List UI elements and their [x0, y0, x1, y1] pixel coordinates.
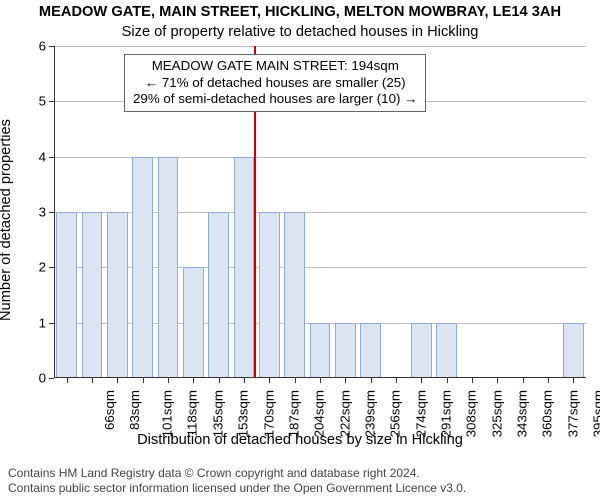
histogram-bar	[335, 323, 356, 378]
x-tick-label: 360sqm	[540, 390, 555, 437]
x-tick-mark	[168, 378, 169, 383]
x-tick-label: 83sqm	[127, 390, 142, 430]
y-axis-line	[54, 46, 55, 378]
x-tick-mark	[219, 378, 220, 383]
x-tick-mark	[497, 378, 498, 383]
histogram-chart: MEADOW GATE, MAIN STREET, HICKLING, MELT…	[0, 0, 600, 500]
footer-line-1: Contains HM Land Registry data © Crown c…	[8, 466, 466, 481]
x-tick-label: 343sqm	[514, 390, 529, 437]
x-tick-label: 170sqm	[261, 390, 276, 437]
x-tick-mark	[143, 378, 144, 383]
x-tick-mark	[472, 378, 473, 383]
histogram-bar	[259, 212, 280, 378]
x-tick-label: 291sqm	[438, 390, 453, 437]
y-tick-label: 1	[0, 315, 46, 330]
x-tick-mark	[345, 378, 346, 383]
x-tick-label: 325sqm	[489, 390, 504, 437]
x-tick-mark	[193, 378, 194, 383]
histogram-bar	[56, 212, 77, 378]
info-box-line3: 29% of semi-detached houses are larger (…	[133, 91, 417, 108]
x-tick-mark	[447, 378, 448, 383]
x-tick-label: 256sqm	[388, 390, 403, 437]
x-tick-label: 395sqm	[590, 390, 600, 437]
y-tick-label: 6	[0, 39, 46, 54]
x-tick-mark	[320, 378, 321, 383]
x-tick-label: 101sqm	[160, 390, 175, 437]
x-tick-label: 274sqm	[413, 390, 428, 437]
histogram-bar	[310, 323, 331, 378]
grid-line	[54, 46, 586, 47]
x-tick-mark	[421, 378, 422, 383]
footer-line-2: Contains public sector information licen…	[8, 481, 466, 496]
histogram-bar	[107, 212, 128, 378]
chart-title-primary: MEADOW GATE, MAIN STREET, HICKLING, MELT…	[0, 4, 600, 20]
histogram-bar	[208, 212, 229, 378]
histogram-bar	[563, 323, 584, 378]
x-tick-mark	[573, 378, 574, 383]
x-tick-mark	[269, 378, 270, 383]
histogram-bar	[132, 157, 153, 378]
x-tick-label: 153sqm	[236, 390, 251, 437]
x-tick-label: 66sqm	[102, 390, 117, 430]
y-tick-label: 2	[0, 260, 46, 275]
x-axis-label: Distribution of detached houses by size …	[0, 432, 600, 448]
info-box: MEADOW GATE MAIN STREET: 194sqm← 71% of …	[124, 54, 426, 112]
histogram-bar	[183, 267, 204, 378]
x-tick-mark	[244, 378, 245, 383]
x-tick-mark	[548, 378, 549, 383]
x-tick-mark	[295, 378, 296, 383]
histogram-bar	[436, 323, 457, 378]
x-tick-label: 377sqm	[565, 390, 580, 437]
x-tick-mark	[92, 378, 93, 383]
x-tick-mark	[67, 378, 68, 383]
x-tick-label: 222sqm	[337, 390, 352, 437]
y-tick-label: 4	[0, 149, 46, 164]
y-tick-label: 5	[0, 94, 46, 109]
y-tick-label: 0	[0, 371, 46, 386]
info-box-line2: ← 71% of detached houses are smaller (25…	[133, 75, 417, 92]
x-tick-mark	[371, 378, 372, 383]
footer-attribution: Contains HM Land Registry data © Crown c…	[8, 466, 466, 496]
histogram-bar	[234, 157, 255, 378]
x-tick-mark	[523, 378, 524, 383]
chart-title-secondary: Size of property relative to detached ho…	[0, 24, 600, 40]
x-tick-label: 118sqm	[184, 390, 199, 436]
histogram-bar	[158, 157, 179, 378]
x-tick-label: 239sqm	[362, 390, 377, 437]
histogram-bar	[284, 212, 305, 378]
x-tick-label: 135sqm	[210, 390, 225, 437]
x-tick-label: 204sqm	[312, 390, 327, 437]
histogram-bar	[82, 212, 103, 378]
x-tick-mark	[396, 378, 397, 383]
y-tick-label: 3	[0, 205, 46, 220]
info-box-line1: MEADOW GATE MAIN STREET: 194sqm	[133, 58, 417, 75]
y-tick-mark	[49, 378, 54, 379]
plot-area: MEADOW GATE MAIN STREET: 194sqm← 71% of …	[54, 46, 586, 378]
x-tick-label: 308sqm	[464, 390, 479, 437]
histogram-bar	[360, 323, 381, 378]
x-tick-label: 187sqm	[286, 390, 301, 437]
histogram-bar	[411, 323, 432, 378]
x-tick-mark	[117, 378, 118, 383]
